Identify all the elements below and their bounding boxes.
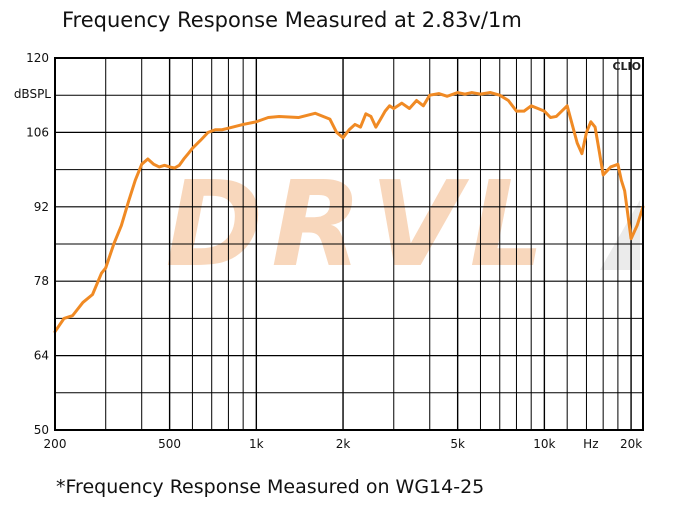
y-tick-label: 64 [34,349,49,363]
x-tick-label: 20k [620,437,642,451]
y-tick-label: 120 [26,51,49,65]
y-axis-ticks: 120 106 92 78 64 50 [26,51,49,437]
x-tick-label: 2k [336,437,351,451]
x-tick-label: 500 [158,437,181,451]
y-axis-unit-label: dBSPL [14,87,51,101]
clio-badge: CLIO [612,60,641,73]
watermark-shard [600,200,640,270]
footnote: *Frequency Response Measured on WG14-25 [56,476,485,498]
x-axis-ticks: 200 500 1k 2k 5k 10k 20k [44,437,643,451]
plot-frame [54,57,644,431]
x-axis-unit-label: Hz [583,437,598,451]
y-tick-label: 106 [26,125,49,139]
x-tick-label: 1k [249,437,264,451]
y-tick-label: 78 [34,274,49,288]
page-title: Frequency Response Measured at 2.83v/1m [62,8,522,32]
response-curve [53,91,645,334]
watermark-logo: DRVL [165,155,640,293]
x-tick-label: 10k [533,437,555,451]
watermark-text: DRVL [165,155,552,293]
minor-gridlines [55,58,643,430]
y-tick-label: 92 [34,200,49,214]
x-tick-label: 200 [44,437,67,451]
y-tick-label: 50 [34,423,49,437]
x-tick-label: 5k [450,437,465,451]
